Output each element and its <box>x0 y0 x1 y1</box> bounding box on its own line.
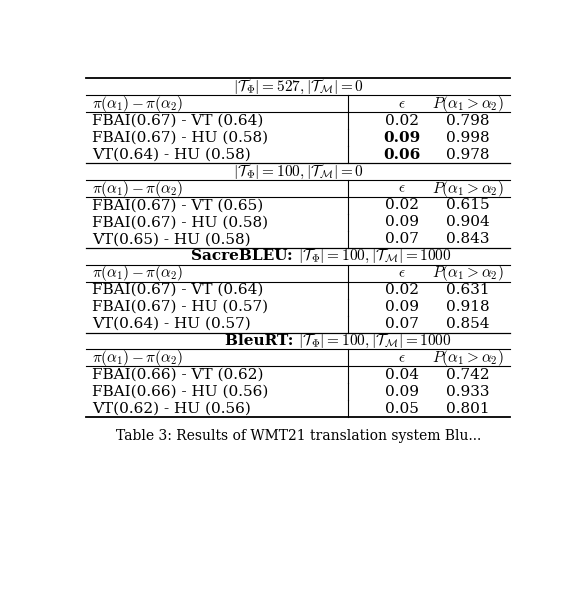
Text: $\pi(\alpha_1) - \pi(\alpha_2)$: $\pi(\alpha_1) - \pi(\alpha_2)$ <box>92 94 183 114</box>
Text: $|\mathcal{T}_{\Phi}| = 100, |\mathcal{T}_{\mathcal{M}}| = 1000$: $|\mathcal{T}_{\Phi}| = 100, |\mathcal{T… <box>299 247 452 265</box>
Text: $P(\alpha_1 > \alpha_2)$: $P(\alpha_1 > \alpha_2)$ <box>432 179 503 199</box>
Text: 0.04: 0.04 <box>385 368 419 382</box>
Text: 0.09: 0.09 <box>385 300 419 314</box>
Text: VT(0.64) - HU (0.57): VT(0.64) - HU (0.57) <box>92 317 250 331</box>
Text: 0.07: 0.07 <box>385 232 419 246</box>
Text: 0.843: 0.843 <box>446 232 489 246</box>
Text: $P(\alpha_1 > \alpha_2)$: $P(\alpha_1 > \alpha_2)$ <box>432 94 503 114</box>
Text: FBAI(0.66) - VT (0.62): FBAI(0.66) - VT (0.62) <box>92 368 263 382</box>
Text: 0.801: 0.801 <box>446 402 489 416</box>
Text: $|\mathcal{T}_{\Phi}| = 100, |\mathcal{T}_{\mathcal{M}}| = 0$: $|\mathcal{T}_{\Phi}| = 100, |\mathcal{T… <box>233 163 364 181</box>
Text: VT(0.65) - HU (0.58): VT(0.65) - HU (0.58) <box>92 232 250 246</box>
Text: FBAI(0.67) - HU (0.57): FBAI(0.67) - HU (0.57) <box>92 300 268 314</box>
Text: VT(0.64) - HU (0.58): VT(0.64) - HU (0.58) <box>92 147 250 161</box>
Text: 0.09: 0.09 <box>384 131 421 144</box>
Text: $\pi(\alpha_1) - \pi(\alpha_2)$: $\pi(\alpha_1) - \pi(\alpha_2)$ <box>92 263 183 283</box>
Text: $\pi(\alpha_1) - \pi(\alpha_2)$: $\pi(\alpha_1) - \pi(\alpha_2)$ <box>92 179 183 199</box>
Text: 0.798: 0.798 <box>446 114 489 128</box>
Text: 0.06: 0.06 <box>384 147 421 161</box>
Text: $\epsilon$: $\epsilon$ <box>398 351 406 365</box>
Text: $P(\alpha_1 > \alpha_2)$: $P(\alpha_1 > \alpha_2)$ <box>432 348 503 368</box>
Text: 0.904: 0.904 <box>446 216 489 229</box>
Text: $\epsilon$: $\epsilon$ <box>398 182 406 196</box>
Text: $|\mathcal{T}_{\Phi}| = 527, |\mathcal{T}_{\mathcal{M}}| = 0$: $|\mathcal{T}_{\Phi}| = 527, |\mathcal{T… <box>233 78 364 96</box>
Text: Table 3: Results of WMT21 translation system Blu...: Table 3: Results of WMT21 translation sy… <box>116 429 481 443</box>
Text: 0.615: 0.615 <box>446 199 489 213</box>
Text: FBAI(0.67) - HU (0.58): FBAI(0.67) - HU (0.58) <box>92 216 268 229</box>
Text: BleuRT:: BleuRT: <box>225 334 299 348</box>
Text: 0.02: 0.02 <box>385 199 419 213</box>
Text: 0.09: 0.09 <box>385 216 419 229</box>
Text: 0.05: 0.05 <box>385 402 419 416</box>
Text: 0.854: 0.854 <box>446 317 489 331</box>
Text: 0.631: 0.631 <box>446 283 489 297</box>
Text: $\pi(\alpha_1) - \pi(\alpha_2)$: $\pi(\alpha_1) - \pi(\alpha_2)$ <box>92 348 183 368</box>
Text: $\epsilon$: $\epsilon$ <box>398 266 406 280</box>
Text: 0.742: 0.742 <box>446 368 489 382</box>
Text: $\epsilon$: $\epsilon$ <box>398 97 406 111</box>
Text: FBAI(0.67) - VT (0.65): FBAI(0.67) - VT (0.65) <box>92 199 263 213</box>
Text: FBAI(0.67) - VT (0.64): FBAI(0.67) - VT (0.64) <box>92 114 263 128</box>
Text: $|\mathcal{T}_{\Phi}| = 100, |\mathcal{T}_{\mathcal{M}}| = 1000$: $|\mathcal{T}_{\Phi}| = 100, |\mathcal{T… <box>299 332 452 350</box>
Text: FBAI(0.67) - VT (0.64): FBAI(0.67) - VT (0.64) <box>92 283 263 297</box>
Text: 0.933: 0.933 <box>446 385 489 399</box>
Text: 0.07: 0.07 <box>385 317 419 331</box>
Text: 0.998: 0.998 <box>446 131 489 144</box>
Text: FBAI(0.66) - HU (0.56): FBAI(0.66) - HU (0.56) <box>92 385 268 399</box>
Text: VT(0.62) - HU (0.56): VT(0.62) - HU (0.56) <box>92 402 251 416</box>
Text: SacreBLEU:: SacreBLEU: <box>191 249 299 263</box>
Text: FBAI(0.67) - HU (0.58): FBAI(0.67) - HU (0.58) <box>92 131 268 144</box>
Text: 0.09: 0.09 <box>385 385 419 399</box>
Text: $P(\alpha_1 > \alpha_2)$: $P(\alpha_1 > \alpha_2)$ <box>432 263 503 283</box>
Text: 0.978: 0.978 <box>446 147 489 161</box>
Text: 0.02: 0.02 <box>385 114 419 128</box>
Text: 0.918: 0.918 <box>446 300 489 314</box>
Text: 0.02: 0.02 <box>385 283 419 297</box>
